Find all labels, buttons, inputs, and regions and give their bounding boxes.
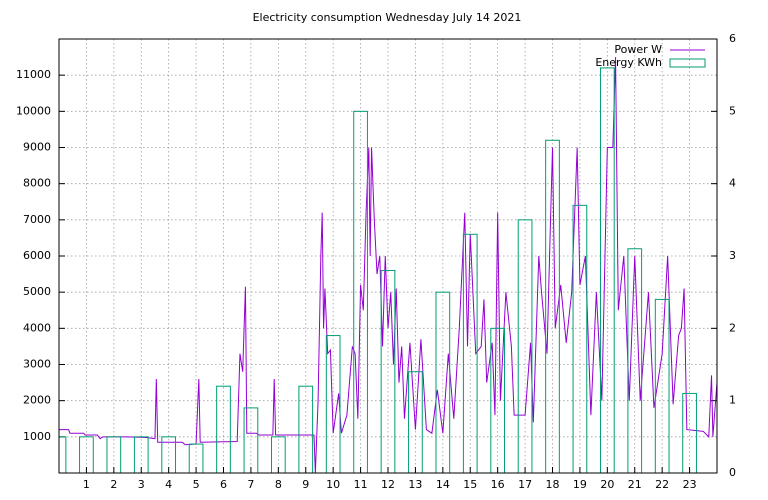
x-tick-label: 23 [683, 478, 697, 491]
x-tick-label: 21 [628, 478, 642, 491]
power-line [59, 57, 717, 473]
x-tick-label: 20 [600, 478, 614, 491]
energy-box [133, 436, 149, 473]
y2-tick-label: 3 [729, 249, 736, 262]
x-tick-label: 1 [83, 478, 90, 491]
y-tick-label: 2000 [23, 394, 51, 407]
x-tick-label: 9 [302, 478, 309, 491]
y2-tick-label: 5 [729, 104, 736, 117]
y-tick-label: 4000 [23, 321, 51, 334]
y-tick-label: 11000 [16, 68, 51, 81]
y2-tick-label: 0 [729, 466, 736, 479]
x-tick-label: 8 [275, 478, 282, 491]
y-tick-label: 10000 [16, 104, 51, 117]
energy-box [298, 385, 314, 473]
energy-box [270, 436, 286, 473]
legend-label: Energy KWh [595, 56, 662, 69]
x-tick-label: 3 [138, 478, 145, 491]
x-tick-label: 16 [491, 478, 505, 491]
energy-box [572, 204, 588, 473]
x-tick-label: 7 [247, 478, 254, 491]
x-tick-label: 10 [326, 478, 340, 491]
energy-box [161, 436, 177, 473]
y-tick-label: 1000 [23, 430, 51, 443]
x-tick-label: 6 [220, 478, 227, 491]
x-tick-label: 2 [110, 478, 117, 491]
y-tick-label: 6000 [23, 249, 51, 262]
x-tick-label: 4 [165, 478, 172, 491]
y2-tick-label: 4 [729, 177, 736, 190]
x-tick-label: 17 [518, 478, 532, 491]
energy-box [188, 443, 204, 473]
x-tick-label: 15 [463, 478, 477, 491]
y2-tick-label: 1 [729, 394, 736, 407]
x-tick-label: 14 [436, 478, 450, 491]
energy-box [654, 298, 670, 473]
energy-box [216, 385, 231, 473]
plot-border [58, 38, 718, 474]
x-tick-label: 12 [381, 478, 395, 491]
energy-box [627, 248, 643, 473]
x-tick-label: 22 [655, 478, 669, 491]
energy-box [545, 139, 560, 473]
x-tick-label: 19 [573, 478, 587, 491]
energy-box [517, 219, 533, 473]
y-tick-label: 8000 [23, 177, 51, 190]
legend-box [669, 58, 706, 68]
x-tick-label: 13 [408, 478, 422, 491]
y-tick-label: 7000 [23, 213, 51, 226]
energy-box [380, 269, 396, 473]
energy-box [408, 371, 423, 473]
energy-box [106, 436, 122, 473]
y-tick-label: 3000 [23, 358, 51, 371]
x-tick-label: 11 [354, 478, 368, 491]
y-tick-label: 9000 [23, 141, 51, 154]
energy-box [490, 327, 506, 473]
energy-box [59, 436, 67, 473]
energy-box [682, 392, 697, 473]
energy-box [462, 233, 478, 473]
energy-box [79, 436, 94, 473]
energy-box [599, 67, 615, 473]
y-tick-label: 5000 [23, 285, 51, 298]
x-tick-label: 5 [193, 478, 200, 491]
x-tick-label: 18 [546, 478, 560, 491]
legend-label: Power W [614, 43, 662, 56]
chart-title: Electricity consumption Wednesday July 1… [253, 11, 522, 24]
y2-tick-label: 6 [729, 32, 736, 45]
y2-tick-label: 2 [729, 321, 736, 334]
energy-box [325, 335, 341, 473]
